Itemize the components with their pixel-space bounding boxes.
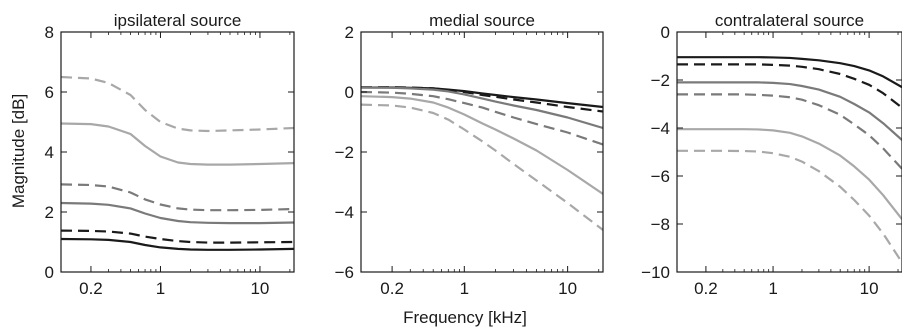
y-tick-label: 2	[345, 23, 354, 42]
series-line-lightgray-dashed	[61, 75, 294, 133]
y-tick-label: −4	[335, 203, 354, 222]
y-axis-label: Magnitude [dB]	[9, 94, 28, 208]
y-tick-label: 0	[661, 23, 670, 42]
panel-title: medial source	[429, 11, 535, 30]
series-line-black-dashed	[361, 86, 603, 113]
series-group	[361, 86, 603, 231]
series-line-lightgray-solid	[677, 128, 902, 220]
panel-2: 0.2 1 10 −6 −4 −2 0 2 medial source	[335, 11, 604, 298]
y-tick-label: −2	[335, 143, 354, 162]
x-tick-label: 1	[768, 279, 777, 298]
series-group	[61, 75, 294, 251]
panel-1: 0.2 1 10 0 2 4 6 8 ipsilateral source	[45, 11, 295, 298]
x-tick-label: 1	[460, 279, 469, 298]
y-tick-label: −8	[651, 215, 670, 234]
y-tick-label: 6	[45, 83, 54, 102]
series-line-lightgray-dashed	[677, 149, 902, 264]
series-group	[677, 56, 902, 264]
panel-title: contralateral source	[715, 11, 864, 30]
x-tick-label: 0.2	[380, 279, 404, 298]
series-line-gray-solid	[677, 81, 902, 141]
series-line-lightgray-solid	[361, 95, 603, 195]
y-tick-label: −2	[651, 71, 670, 90]
series-line-lightgray-solid	[61, 122, 294, 166]
axes-frame	[60, 31, 295, 273]
y-tick-label: 0	[45, 263, 54, 282]
x-axis-label: Frequency [kHz]	[403, 308, 527, 327]
x-tick-label: 10	[558, 279, 577, 298]
x-tick-label: 10	[250, 279, 269, 298]
x-tick-label: 1	[156, 279, 165, 298]
panel-3: 0.2 1 10 −10 −8 −6 −4 −2 0 contralateral source	[641, 11, 902, 298]
x-tick-label: 10	[860, 279, 879, 298]
series-line-black-dashed	[61, 229, 294, 244]
y-tick-label: −10	[641, 263, 670, 282]
series-line-gray-solid	[361, 86, 603, 130]
y-tick-label: 0	[345, 83, 354, 102]
panel-title: ipsilateral source	[114, 11, 242, 30]
x-tick-label: 0.2	[694, 279, 718, 298]
series-line-lightgray-dashed	[361, 103, 603, 231]
series-line-gray-solid	[61, 201, 294, 225]
y-tick-label: −6	[651, 167, 670, 186]
series-line-gray-dashed	[61, 183, 294, 212]
series-line-gray-dashed	[677, 93, 902, 170]
series-line-black-solid	[61, 237, 294, 251]
y-tick-label: 8	[45, 23, 54, 42]
series-line-black-dashed	[677, 63, 902, 109]
y-tick-label: 4	[45, 143, 54, 162]
series-line-black-solid	[677, 56, 902, 89]
axes-frame	[360, 31, 604, 273]
y-tick-label: −6	[335, 263, 354, 282]
x-tick-label: 0.2	[79, 279, 103, 298]
axes-frame	[676, 31, 902, 273]
y-tick-label: 2	[45, 203, 54, 222]
y-tick-label: −4	[651, 119, 670, 138]
